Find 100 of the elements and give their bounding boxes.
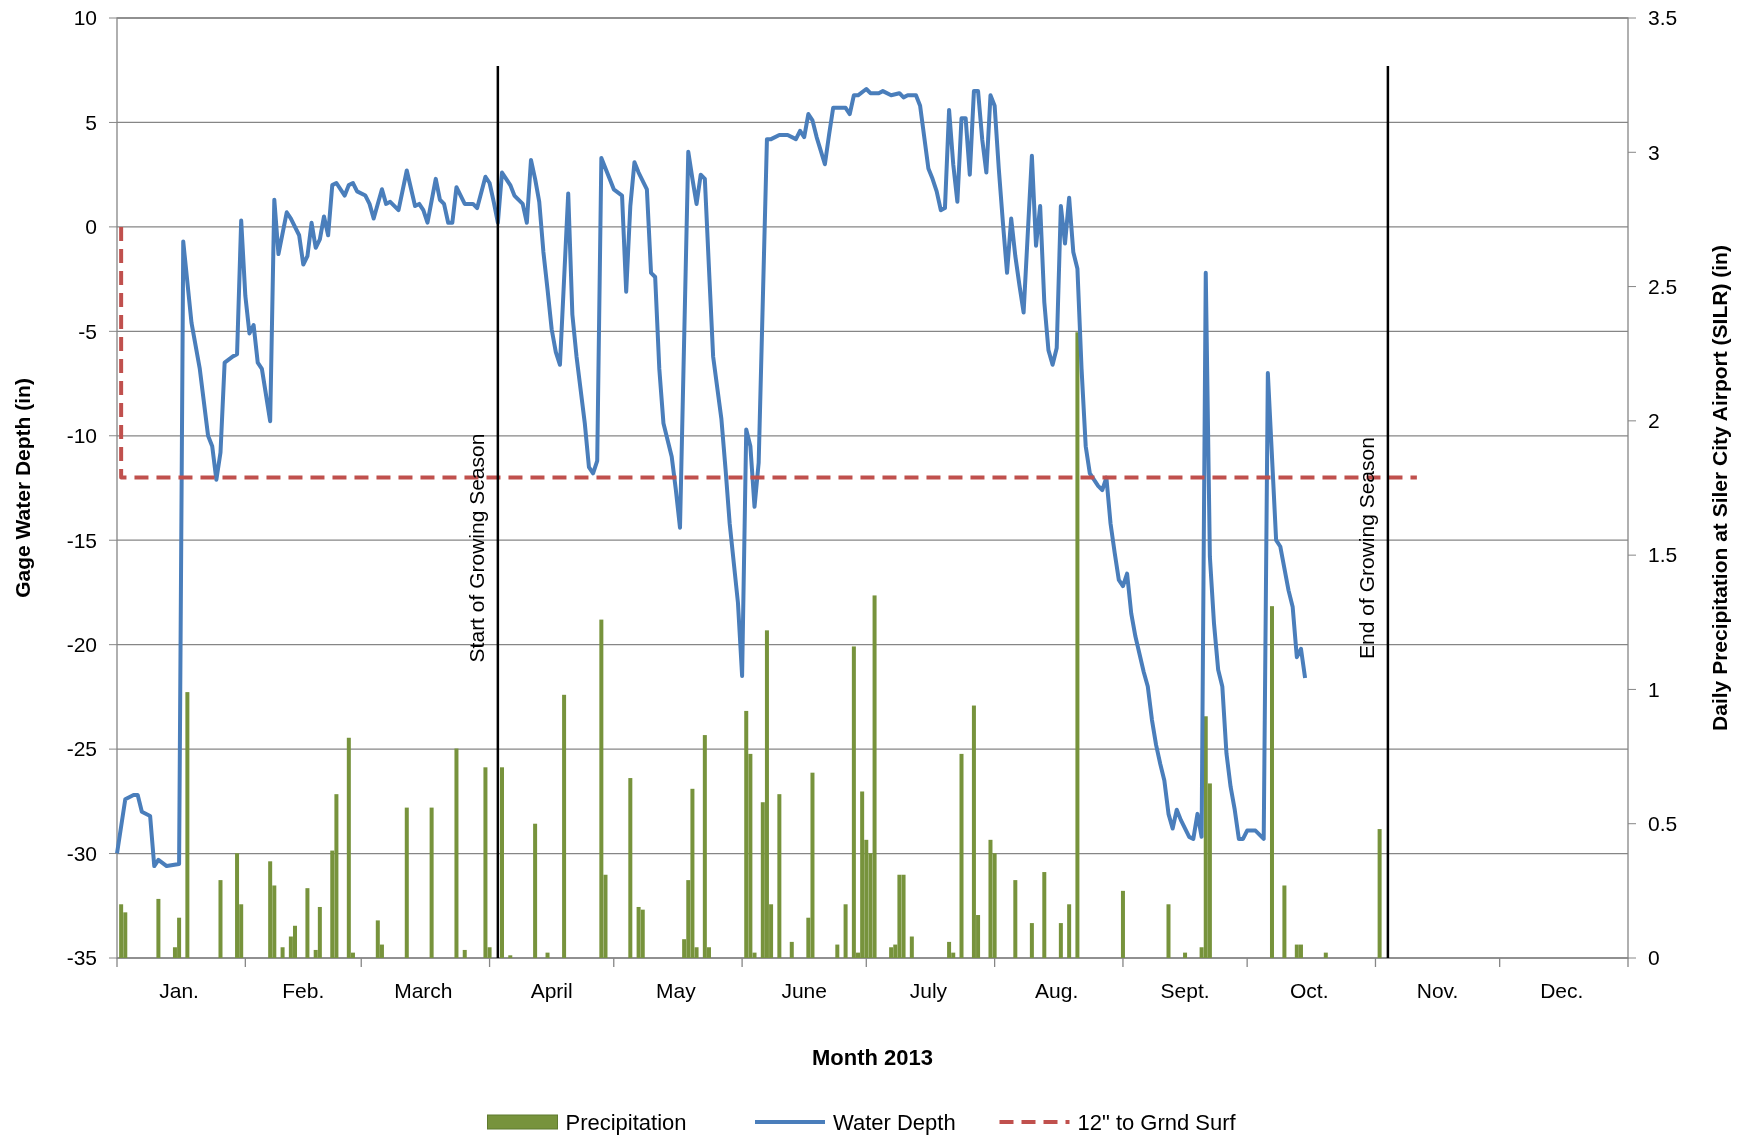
bar bbox=[375, 920, 380, 958]
y2-tick-label: 1.5 bbox=[1648, 543, 1678, 567]
bar bbox=[454, 748, 459, 958]
x-tick-label: Jan. bbox=[159, 979, 199, 1002]
line-series bbox=[115, 87, 1308, 869]
x-tick-label: Aug. bbox=[1035, 979, 1079, 1002]
bar bbox=[1029, 923, 1034, 958]
y-tick-label: -30 bbox=[66, 841, 97, 865]
bar bbox=[872, 595, 877, 958]
x-tick-label: May bbox=[656, 979, 697, 1002]
x-tick-label: Feb. bbox=[282, 979, 325, 1002]
y-tick-label: -35 bbox=[66, 946, 97, 970]
bar bbox=[889, 947, 894, 958]
bar bbox=[119, 904, 124, 958]
legend-label: Water Depth bbox=[833, 1109, 956, 1135]
bar bbox=[508, 955, 513, 958]
bar bbox=[293, 925, 298, 958]
bar bbox=[1269, 606, 1274, 958]
bar bbox=[156, 898, 161, 958]
bar bbox=[843, 904, 848, 958]
bar bbox=[909, 936, 914, 958]
bar bbox=[789, 941, 794, 958]
y-tick-label: -20 bbox=[66, 633, 97, 657]
bar bbox=[1120, 890, 1125, 958]
ref-line-label: End of Growing Season bbox=[1354, 437, 1378, 659]
y2-axis-title: Daily Precipitation at Siler City Airport (SILR) (in) bbox=[1708, 245, 1731, 731]
bar bbox=[562, 694, 567, 958]
bar bbox=[1282, 885, 1287, 958]
x-tick-label: Dec. bbox=[1540, 979, 1584, 1002]
y2-tick-label: 0.5 bbox=[1648, 812, 1678, 836]
bar bbox=[404, 807, 409, 958]
y-tick-label: -25 bbox=[66, 737, 97, 761]
bar bbox=[235, 853, 240, 958]
bar bbox=[346, 737, 351, 958]
y-tick-label: 5 bbox=[85, 110, 97, 134]
bar bbox=[764, 630, 769, 958]
bar bbox=[897, 874, 902, 958]
bar bbox=[1166, 904, 1171, 958]
bar bbox=[1013, 880, 1018, 958]
bar bbox=[1042, 872, 1047, 958]
bar bbox=[1183, 952, 1188, 958]
bar bbox=[835, 944, 840, 958]
bar bbox=[959, 753, 964, 958]
bar bbox=[599, 619, 604, 958]
bar bbox=[851, 646, 856, 958]
legend-label: Precipitation bbox=[565, 1109, 687, 1135]
bar bbox=[744, 710, 749, 958]
bar bbox=[1294, 944, 1299, 958]
bar bbox=[690, 788, 695, 958]
bar bbox=[1075, 332, 1080, 958]
bar bbox=[947, 941, 952, 958]
bar bbox=[1058, 923, 1063, 958]
bar bbox=[305, 888, 310, 958]
bar bbox=[636, 906, 641, 958]
bar bbox=[177, 917, 182, 958]
bar bbox=[280, 947, 285, 958]
bar bbox=[628, 778, 633, 958]
bar bbox=[500, 767, 504, 958]
y-tick-label: 10 bbox=[73, 6, 97, 30]
bar bbox=[218, 880, 223, 958]
legend-label: 12" to Grnd Surf bbox=[1077, 1109, 1237, 1135]
y-axis-title: Gage Water Depth (in) bbox=[11, 378, 34, 598]
ref-line-label: Start of Growing Season bbox=[464, 433, 488, 663]
y-tick-label: -5 bbox=[78, 319, 97, 343]
bar bbox=[777, 794, 782, 958]
x-tick-label: Nov. bbox=[1416, 979, 1459, 1002]
y2-tick-label: 0 bbox=[1648, 946, 1660, 970]
bar bbox=[334, 794, 339, 958]
bar bbox=[429, 807, 434, 958]
bar bbox=[702, 735, 707, 958]
bar bbox=[1067, 904, 1072, 958]
x-axis-title: Month 2013 bbox=[811, 1045, 934, 1070]
x-tick-label: Sept. bbox=[1160, 979, 1210, 1002]
y-tick-label: -10 bbox=[66, 424, 97, 448]
x-tick-label: July bbox=[909, 979, 948, 1002]
bar bbox=[545, 952, 550, 958]
bar bbox=[901, 874, 906, 958]
bar bbox=[185, 692, 190, 958]
bar bbox=[1298, 944, 1303, 958]
bar bbox=[1203, 716, 1208, 958]
bar bbox=[1377, 829, 1382, 958]
bar bbox=[810, 772, 815, 958]
bar bbox=[1323, 952, 1328, 958]
x-tick-label: Oct. bbox=[1289, 979, 1329, 1002]
bar bbox=[268, 861, 273, 958]
x-tick-label: June bbox=[781, 979, 827, 1002]
bar bbox=[462, 949, 467, 958]
bar bbox=[640, 909, 645, 958]
bar bbox=[988, 839, 993, 958]
y2-tick-label: 1 bbox=[1648, 677, 1660, 701]
bar bbox=[860, 791, 865, 958]
y-tick-label: -15 bbox=[66, 528, 97, 552]
y2-tick-label: 3.5 bbox=[1648, 6, 1678, 30]
bar bbox=[533, 823, 538, 958]
bar bbox=[317, 906, 322, 958]
x-tick-label: April bbox=[530, 979, 573, 1002]
bar bbox=[971, 705, 976, 958]
x-tick-label: March bbox=[394, 979, 453, 1002]
y2-tick-label: 2 bbox=[1648, 409, 1660, 433]
y2-tick-label: 2.5 bbox=[1648, 274, 1678, 298]
